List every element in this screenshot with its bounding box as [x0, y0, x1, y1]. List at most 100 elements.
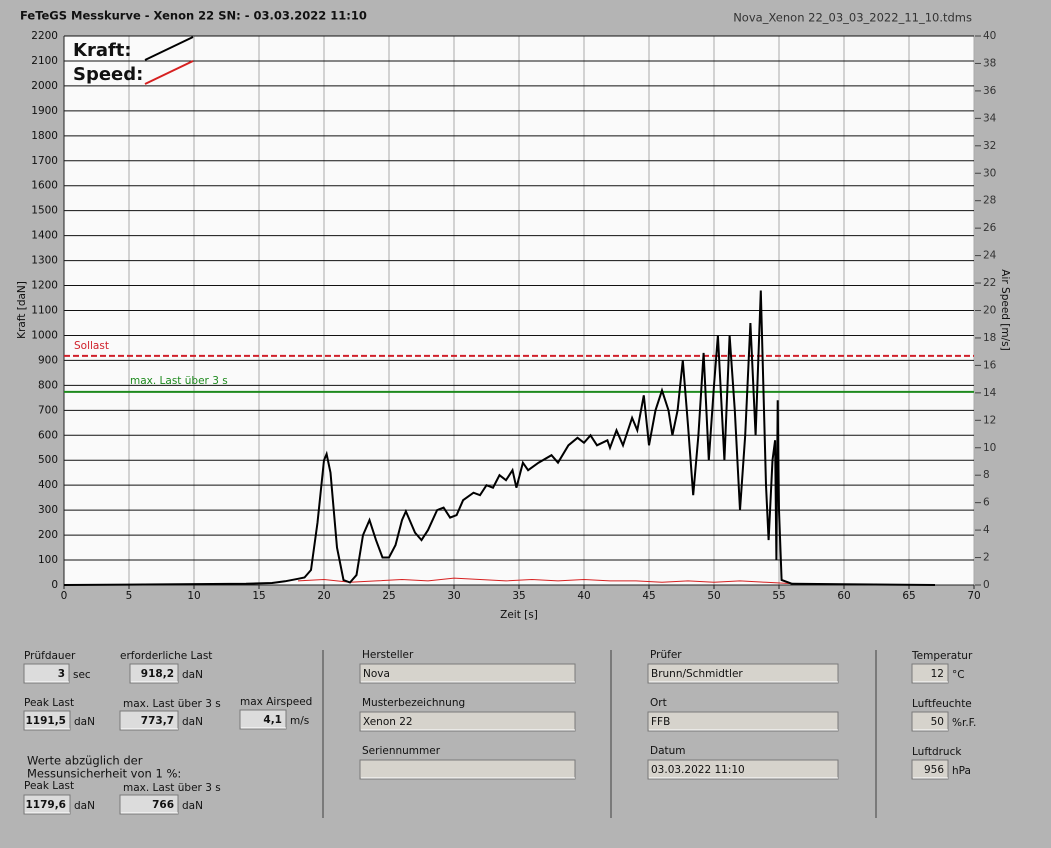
y-tick-label: 2000 [31, 80, 58, 92]
field-label: erforderliche Last [120, 650, 212, 662]
y-tick-label: 1700 [31, 155, 58, 167]
field-value: 918,2 [141, 668, 174, 680]
note: Messunsicherheit von 1 %: [27, 767, 181, 781]
field-unit: daN [182, 716, 203, 728]
y-tick-label: 0 [51, 579, 58, 591]
field-value: 1191,5 [25, 715, 66, 727]
field-box [23, 794, 71, 815]
x-tick-label: 5 [126, 590, 133, 602]
field-box [359, 759, 576, 780]
y2-tick-label: 40 [983, 30, 996, 42]
y2-tick-label: 24 [983, 250, 997, 262]
field-value: 12 [931, 668, 944, 680]
field-box [23, 710, 71, 731]
y-tick-label: 600 [38, 429, 58, 441]
field-unit: sec [73, 669, 91, 681]
field-box [647, 663, 839, 684]
field-value: 1179,6 [25, 799, 66, 811]
field-unit: daN [182, 800, 203, 812]
field-unit: hPa [952, 765, 971, 777]
y2-tick-label: 4 [983, 524, 990, 536]
field-label: Temperatur [911, 650, 973, 662]
field-box [119, 794, 179, 815]
y2-tick-label: 28 [983, 195, 996, 207]
field-unit: %r.F. [952, 717, 976, 729]
y-tick-label: 800 [38, 379, 58, 391]
x-tick-label: 45 [642, 590, 655, 602]
field-value: Brunn/Schmidtler [651, 668, 743, 680]
y-tick-label: 300 [38, 504, 58, 516]
chart-title: FeTeGS Messkurve - Xenon 22 SN: - 03.03.… [20, 9, 367, 23]
field-label: Hersteller [362, 649, 414, 661]
field-unit: m/s [290, 715, 309, 727]
x-tick-label: 40 [577, 590, 590, 602]
y2-tick-label: 0 [983, 579, 990, 591]
x-tick-label: 50 [707, 590, 720, 602]
x-tick-label: 65 [902, 590, 915, 602]
y2-tick-label: 36 [983, 85, 997, 97]
legend-label: Speed: [73, 64, 143, 85]
field-value: 766 [152, 799, 174, 811]
y2-tick-label: 16 [983, 359, 997, 371]
y2-tick-label: 8 [983, 469, 990, 481]
reference-label: Sollast [74, 340, 109, 352]
y2-tick-label: 30 [983, 167, 996, 179]
field-label: Prüfdauer [24, 650, 76, 662]
y2-tick-label: 14 [983, 387, 997, 399]
series-line [63, 290, 936, 586]
field-label: Datum [650, 745, 686, 757]
y2-axis-title: Air Speed [m/s] [999, 269, 1011, 350]
field-box [129, 663, 179, 684]
y2-tick-label: 20 [983, 305, 996, 317]
y-tick-label: 1100 [31, 305, 58, 317]
y-tick-label: 2200 [31, 30, 58, 42]
y-tick-label: 2100 [31, 55, 58, 67]
y2-tick-label: 6 [983, 497, 990, 509]
file-name: Nova_Xenon 22_03_03_2022_11_10.tdms [733, 11, 972, 25]
field-box [911, 663, 949, 684]
field-value: 4,1 [263, 714, 282, 726]
y-tick-label: 400 [38, 479, 58, 491]
field-label: max Airspeed [240, 696, 312, 708]
field-label: Ort [650, 697, 667, 709]
y-tick-label: 100 [38, 554, 58, 566]
y-axis-title: Kraft [daN] [16, 281, 28, 339]
y-tick-label: 200 [38, 529, 58, 541]
y2-tick-label: 38 [983, 57, 996, 69]
field-label: Luftdruck [912, 746, 962, 758]
y-tick-label: 1000 [31, 329, 58, 341]
x-tick-label: 55 [772, 590, 785, 602]
x-tick-label: 60 [837, 590, 850, 602]
field-box [911, 759, 949, 780]
field-value: 50 [931, 716, 944, 728]
y-tick-label: 1400 [31, 230, 58, 242]
field-value: 773,7 [141, 715, 174, 727]
x-axis-title: Zeit [s] [500, 609, 538, 621]
field-label: Musterbezeichnung [362, 697, 465, 709]
series-line [297, 577, 793, 585]
field-unit: daN [182, 669, 203, 681]
y2-tick-label: 2 [983, 552, 990, 564]
legend-swatch [144, 60, 194, 85]
y2-tick-label: 34 [983, 112, 997, 124]
y-tick-label: 1200 [31, 280, 58, 292]
field-box [911, 711, 949, 732]
x-tick-label: 30 [447, 590, 460, 602]
y-tick-label: 700 [38, 404, 58, 416]
x-tick-label: 70 [967, 590, 980, 602]
reference-label: max. Last über 3 s [130, 375, 228, 387]
field-label: Seriennummer [362, 745, 441, 757]
x-tick-label: 15 [252, 590, 265, 602]
legend-swatch [144, 36, 194, 61]
y-tick-label: 900 [38, 354, 58, 366]
x-tick-label: 0 [61, 590, 68, 602]
y-tick-label: 1800 [31, 130, 58, 142]
field-box [239, 709, 287, 730]
y2-tick-label: 32 [983, 140, 996, 152]
field-label: Peak Last [24, 780, 74, 792]
field-value: 3 [58, 668, 65, 680]
field-unit: daN [74, 800, 95, 812]
legend-label: Kraft: [73, 40, 132, 61]
field-label: Peak Last [24, 697, 74, 709]
